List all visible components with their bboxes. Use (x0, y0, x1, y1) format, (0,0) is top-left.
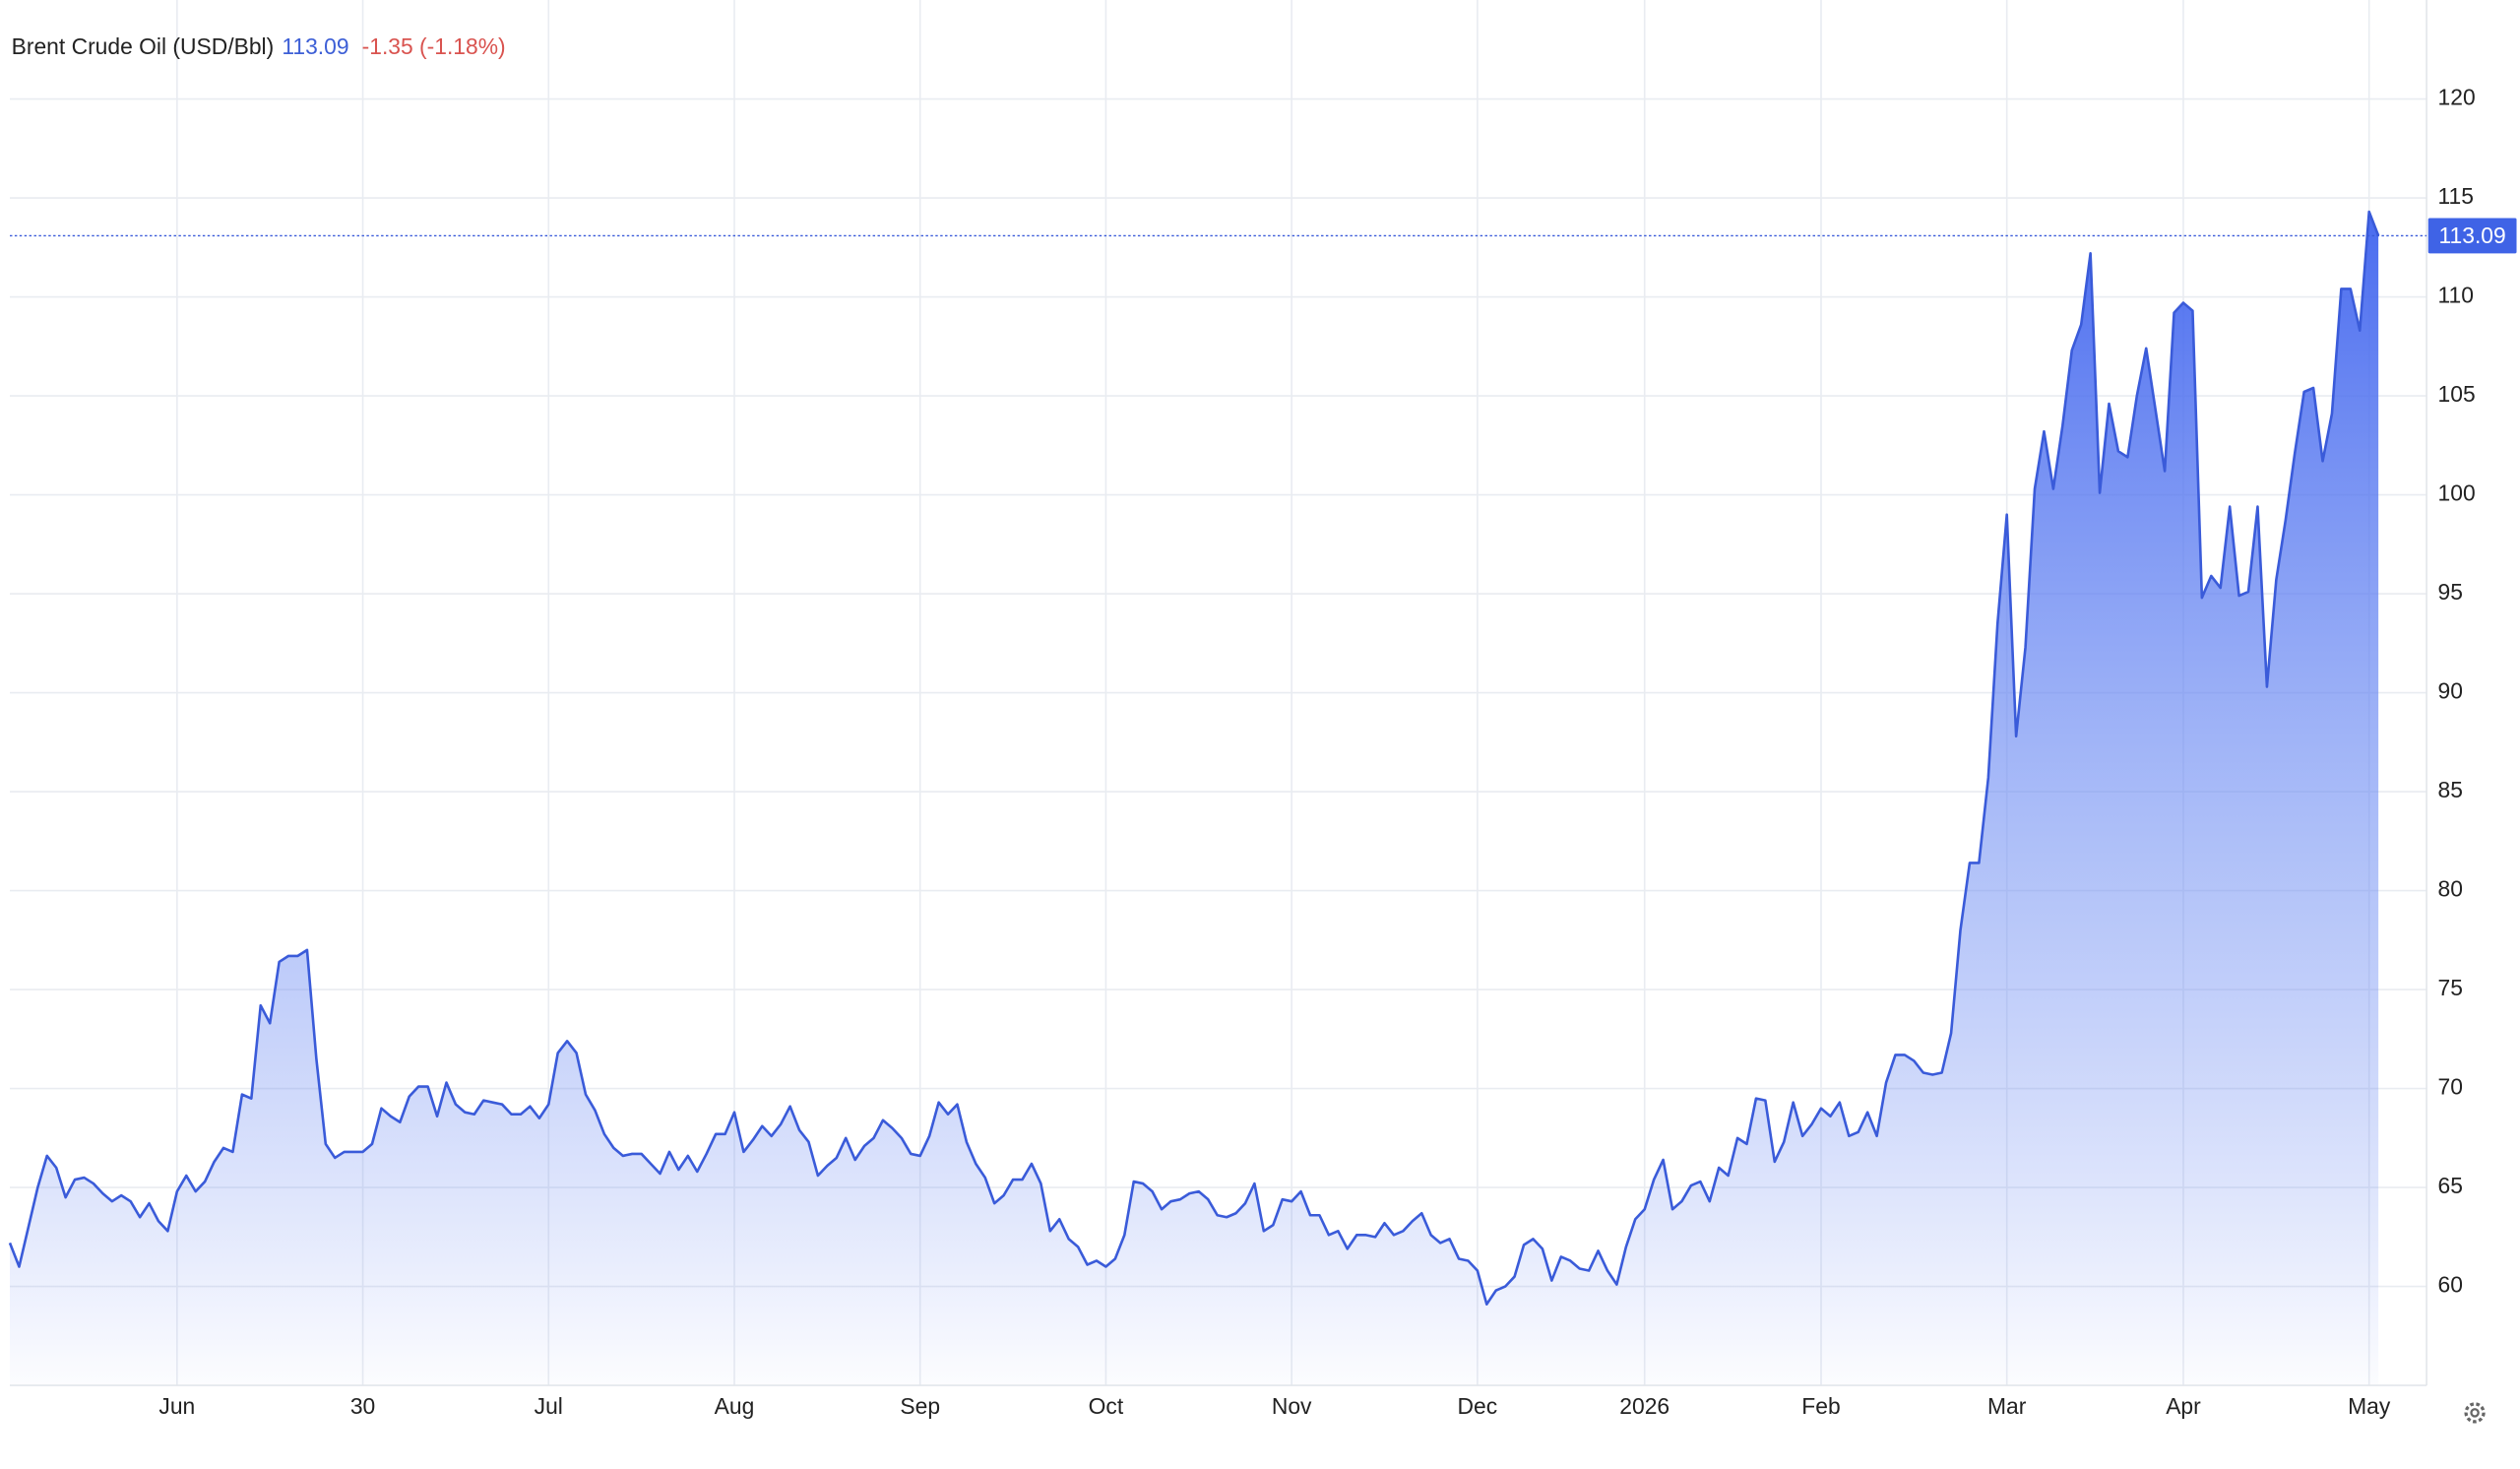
y-tick-label: 105 (2438, 381, 2476, 407)
x-tick-label: May (2348, 1393, 2391, 1419)
header: Brent Crude Oil (USD/Bbl) 113.09 -1.35 (-1… (12, 33, 506, 59)
x-tick-label: 30 (350, 1393, 375, 1419)
x-tick-label: Apr (2166, 1393, 2201, 1419)
price-change: -1.35 (-1.18%) (362, 33, 506, 59)
x-tick-label: Nov (1272, 1393, 1312, 1419)
x-tick-label: Aug (715, 1393, 755, 1419)
y-tick-label: 115 (2438, 183, 2474, 209)
area (10, 212, 2379, 1386)
x-tick-label: Oct (1089, 1393, 1124, 1419)
y-tick-label: 100 (2438, 480, 2476, 506)
gear-outer[interactable] (2464, 1402, 2486, 1424)
gear-inner[interactable] (2470, 1408, 2480, 1418)
last-price: 113.09 (282, 33, 348, 59)
y-tick-label: 85 (2438, 777, 2463, 802)
y-tick-label: 70 (2438, 1074, 2463, 1100)
y-tick-label: 120 (2438, 85, 2476, 110)
y-tick-label: 75 (2438, 975, 2463, 1000)
instrument-title: Brent Crude Oil (USD/Bbl) (12, 33, 275, 59)
price-tag (2427, 218, 2517, 254)
settings-icon[interactable] (2464, 1402, 2486, 1424)
y-tick-label: 110 (2438, 283, 2474, 308)
x-tick-label: Dec (1458, 1393, 1498, 1419)
y-tick-label: 80 (2438, 876, 2463, 902)
x-tick-label: Mar (1987, 1393, 2027, 1419)
price-tag-group: 113.09 (10, 218, 2517, 254)
plot (8, 210, 2380, 1386)
line (8, 210, 2380, 1307)
x-tick-label: Feb (1801, 1393, 1840, 1419)
y-tick-label: 60 (2438, 1272, 2463, 1298)
y-tick-label: 95 (2438, 579, 2463, 605)
x-tick-label: 2026 (1619, 1393, 1670, 1419)
x-tick-label: Sep (900, 1393, 940, 1419)
x-tick-label: Jul (535, 1393, 563, 1419)
y-tick-label: 65 (2438, 1173, 2463, 1198)
y-tick-label: 90 (2438, 678, 2463, 704)
price-tag-label: 113.09 (2439, 223, 2506, 248)
x-tick-label: Jun (158, 1393, 195, 1419)
